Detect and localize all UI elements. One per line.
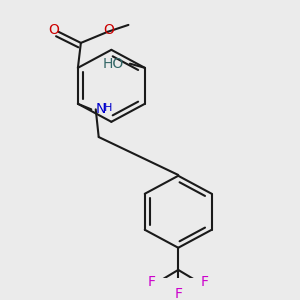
Text: F: F: [174, 287, 182, 300]
Text: HO: HO: [103, 57, 124, 71]
Text: O: O: [104, 22, 115, 37]
Text: N: N: [96, 102, 106, 116]
Text: O: O: [49, 23, 60, 38]
Text: F: F: [148, 275, 156, 290]
Text: F: F: [200, 275, 208, 290]
Text: H: H: [104, 103, 112, 113]
